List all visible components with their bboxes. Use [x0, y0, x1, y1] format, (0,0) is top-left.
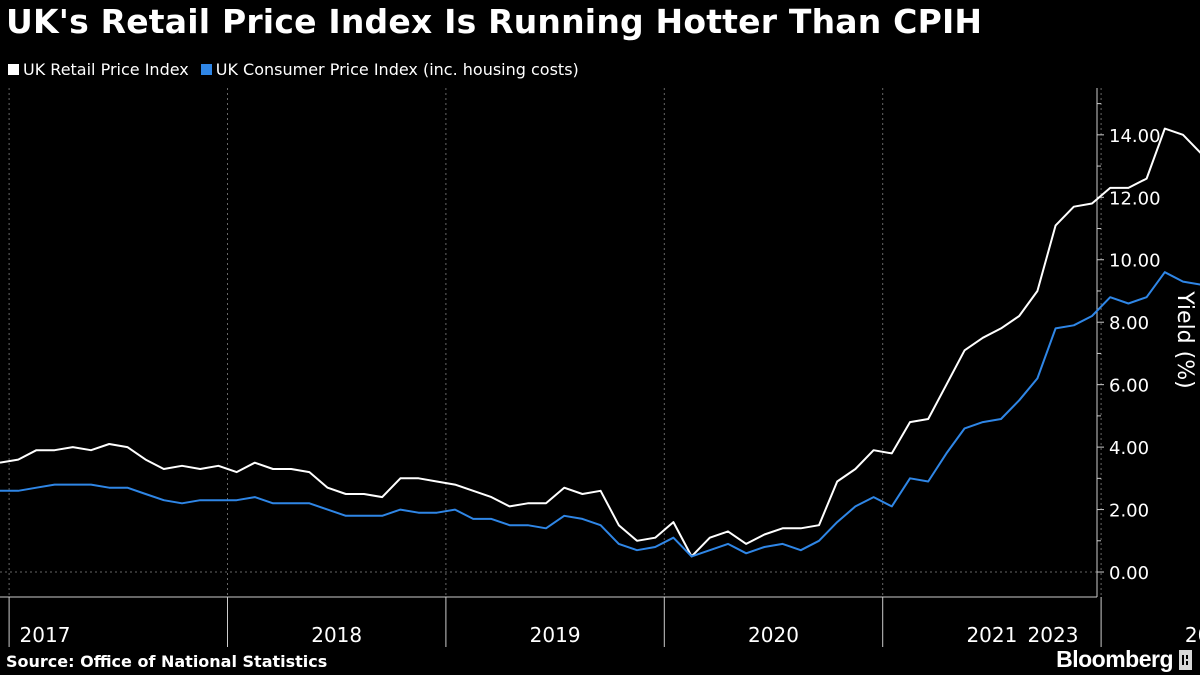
y-axis-label: Yield (%): [1172, 290, 1197, 388]
series-line-cpih: [0, 271, 1200, 558]
legend-item-rpi: UK Retail Price Index: [8, 60, 189, 79]
y-tick-label-4: 8.00: [1109, 313, 1149, 334]
y-tick-label-5: 10.00: [1109, 251, 1161, 272]
x-tick-label-2019: 2019: [530, 623, 581, 647]
x-tick-label-2020: 2020: [748, 623, 799, 647]
x-tick-label-2022: 2022: [1185, 623, 1200, 647]
legend-swatch-rpi: [8, 64, 19, 75]
y-tick-label-7: 14.00: [1109, 126, 1161, 147]
brand-logo: Bloomberg: [1056, 646, 1192, 673]
chart-title: UK's Retail Price Index Is Running Hotte…: [6, 2, 983, 41]
x-tick-label-2017: 2017: [20, 623, 71, 647]
y-tick-label-1: 2.00: [1109, 501, 1149, 522]
source-note: Source: Office of National Statistics: [6, 652, 328, 671]
x-tick-label-2018: 2018: [311, 623, 362, 647]
legend: UK Retail Price Index UK Consumer Price …: [8, 60, 591, 79]
y-tick-label-0: 0.00: [1109, 563, 1149, 584]
legend-swatch-cpih: [200, 64, 212, 75]
bloomberg-box-icon: [1179, 649, 1192, 670]
y-tick-label-6: 12.00: [1109, 188, 1161, 209]
legend-label-cpih: UK Consumer Price Index (inc. housing co…: [215, 60, 579, 79]
y-tick-label-3: 6.00: [1109, 376, 1149, 397]
legend-item-cpih: UK Consumer Price Index (inc. housing co…: [200, 60, 579, 79]
brand-name: Bloomberg: [1056, 646, 1173, 672]
y-tick-label-2: 4.00: [1109, 438, 1149, 459]
x-tick-label-2023: 2023: [1028, 623, 1079, 647]
legend-label-rpi: UK Retail Price Index: [23, 60, 189, 79]
series-line-rpi: [0, 127, 1200, 558]
x-tick-label-2021: 2021: [966, 623, 1017, 647]
